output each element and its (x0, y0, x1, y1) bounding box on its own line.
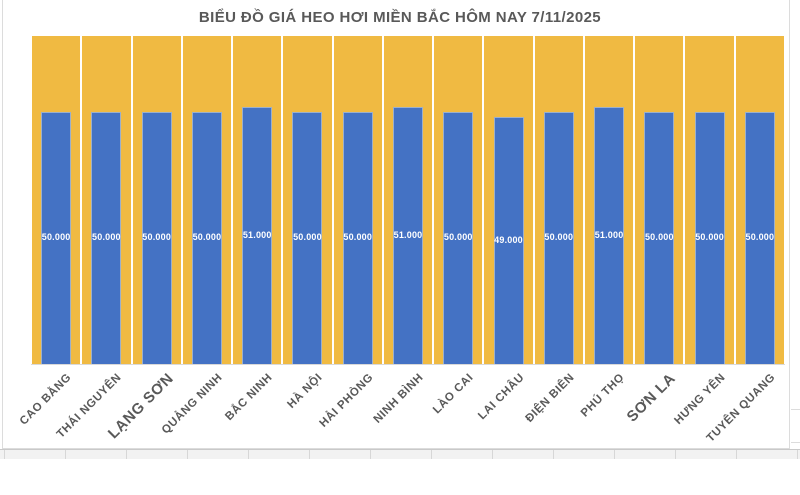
bar-value-label: 50.000 (695, 232, 724, 242)
bar-column: 50.000 (433, 36, 483, 364)
bar-value-label: 50.000 (92, 232, 121, 242)
bar-column: 50.000 (31, 36, 81, 364)
chart-title: BIỂU ĐỒ GIÁ HEO HƠI MIỀN BẮC HÔM NAY 7/1… (198, 9, 602, 26)
bar-column: 50.000 (81, 36, 131, 364)
value-bar (493, 117, 524, 364)
bar-column: 50.000 (684, 36, 734, 364)
bar-value-label: 51.000 (393, 229, 423, 240)
bar-column: 49.000 (483, 36, 533, 364)
bar-value-label: 50.000 (644, 232, 674, 242)
bar-value-label: 49.000 (494, 234, 523, 245)
bar-value-label: 50.000 (443, 232, 473, 242)
value-bar (392, 107, 423, 364)
bar-column: 50.000 (735, 36, 785, 364)
worksheet-gridline (791, 409, 800, 410)
worksheet-gridline (791, 442, 800, 443)
category-axis: CAO BẰNG THÁI NGUYÊN LẠNG SƠN QUẢNG NINH BẮC… (0, 370, 800, 455)
value-bar (694, 112, 725, 364)
bar-column: 50.000 (534, 36, 584, 364)
value-bar (543, 112, 574, 364)
bar-value-label: 50.000 (192, 232, 222, 242)
value-bar (191, 112, 222, 364)
bar-value-label: 50.000 (41, 232, 71, 242)
bar-column: 51.000 (383, 36, 433, 364)
value-bar (443, 112, 474, 364)
bar-value-label: 50.000 (745, 232, 775, 242)
bar-column: 50.000 (282, 36, 332, 364)
excel-chart-screenshot: BIỂU ĐỒ GIÁ HEO HƠI MIỀN BẮC HÔM NAY 7/1… (0, 0, 800, 459)
bar-column: 50.000 (634, 36, 684, 364)
bar-column: 50.000 (182, 36, 232, 364)
value-bar (91, 112, 122, 364)
bar-column: 51.000 (584, 36, 634, 364)
value-bar (644, 112, 675, 364)
bar-value-label: 51.000 (594, 229, 624, 240)
worksheet-cells-strip[interactable] (0, 449, 800, 459)
value-bar (41, 112, 72, 364)
value-bar (342, 112, 373, 364)
value-bar (242, 107, 273, 364)
value-bar (594, 107, 625, 364)
bar-column: 51.000 (232, 36, 282, 364)
bar-value-label: 50.000 (343, 232, 373, 242)
bar-value-label: 50.000 (142, 232, 172, 242)
bar-value-label: 50.000 (293, 232, 322, 242)
value-bar (141, 112, 172, 364)
bar-column: 50.000 (132, 36, 182, 364)
value-bar (292, 112, 323, 364)
bar-column: 50.000 (333, 36, 383, 364)
bar-value-label: 50.000 (544, 232, 574, 242)
plot-area: 50.000 50.000 50.000 50.000 51.000 50.000 50.0… (31, 36, 785, 365)
value-bar (744, 112, 775, 364)
bar-value-label: 51.000 (242, 229, 272, 240)
